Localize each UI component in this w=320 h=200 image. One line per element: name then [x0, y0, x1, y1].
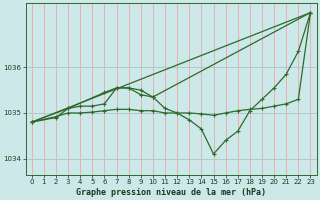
X-axis label: Graphe pression niveau de la mer (hPa): Graphe pression niveau de la mer (hPa) [76, 188, 266, 197]
